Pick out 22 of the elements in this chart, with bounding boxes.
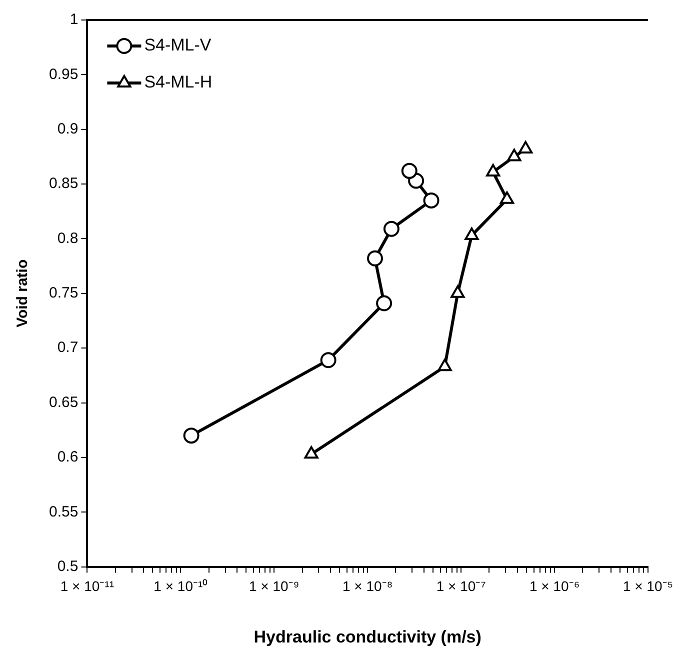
x-tick-label: 1 × 10⁻⁸: [342, 578, 393, 594]
x-tick-label: 1 × 10⁻¹⁰: [154, 578, 208, 594]
y-tick-label: 0.7: [57, 339, 78, 356]
legend-label: S4-ML-H: [144, 72, 212, 92]
y-tick-label: 0.85: [48, 175, 78, 192]
x-tick-label: 1 × 10⁻⁶: [529, 578, 580, 594]
x-tick-label: 1 × 10⁻⁹: [248, 578, 300, 594]
y-tick-label: 0.65: [48, 394, 78, 411]
x-axis-title: Hydraulic conductivity (m/s): [254, 627, 482, 646]
y-tick-label: 0.95: [48, 66, 78, 83]
x-tick-label: 1 × 10⁻⁷: [436, 578, 486, 594]
y-tick-label: 0.5: [57, 558, 78, 575]
y-tick-label: 0.55: [48, 503, 78, 520]
y-tick-label: 0.75: [48, 284, 78, 302]
x-tick-label: 1 × 10⁻⁵: [622, 578, 674, 594]
y-tick-label: 0.9: [57, 120, 78, 138]
y-tick-label: 0.8: [57, 230, 78, 247]
legend-label: S4-ML-V: [144, 36, 212, 55]
y-tick-label: 0.6: [57, 448, 78, 466]
x-tick-label: 1 × 10⁻¹¹: [60, 578, 114, 594]
y-axis-title: Void ratio: [14, 259, 32, 328]
y-tick-label: 1: [70, 11, 78, 28]
